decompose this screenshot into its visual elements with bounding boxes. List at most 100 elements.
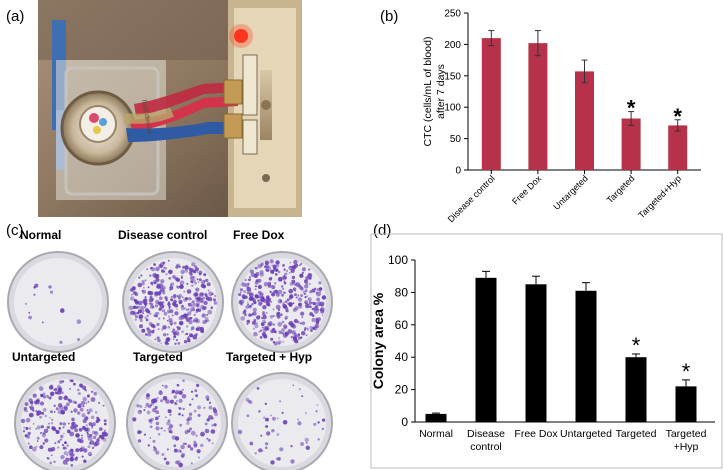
panel-b-label: (b) xyxy=(380,8,399,25)
colony-dot xyxy=(177,296,180,299)
colony-dot xyxy=(189,403,192,406)
colony-dot xyxy=(162,333,167,337)
colony-dot xyxy=(141,328,146,333)
colony-dot xyxy=(88,408,93,413)
colony-dot xyxy=(297,421,302,426)
colony-dot xyxy=(193,443,198,448)
colony-dot xyxy=(270,460,275,465)
colony-dot xyxy=(167,302,171,306)
colony-dot xyxy=(29,405,32,408)
colony-dot xyxy=(299,273,304,278)
colony-dot xyxy=(179,450,182,453)
colony-dot xyxy=(181,296,184,298)
colony-dot xyxy=(48,422,50,425)
colony-dot xyxy=(239,291,242,294)
colony-dot xyxy=(92,422,96,427)
colony-dot xyxy=(214,412,219,417)
device-photo-graphic: Ibidi device xyxy=(38,0,302,217)
colony-dot xyxy=(32,423,35,425)
colony-dot xyxy=(190,307,192,310)
colony-dot xyxy=(174,436,180,441)
colony-dot xyxy=(165,342,169,346)
dish-photos xyxy=(7,251,333,470)
colony-dot xyxy=(102,404,105,407)
colony-dot xyxy=(158,301,163,306)
colony-dot xyxy=(241,282,246,287)
colony-dot xyxy=(66,444,69,447)
colony-dot xyxy=(282,341,285,343)
colony-dot xyxy=(175,279,178,282)
colony-dot xyxy=(266,431,271,436)
colony-dot xyxy=(253,327,255,330)
colony-dot xyxy=(198,270,203,275)
colony-dot xyxy=(253,331,258,337)
colony-dot xyxy=(173,395,177,399)
colony-dot xyxy=(136,404,140,408)
petri-dish xyxy=(7,251,109,353)
chart-b-x-tick-label: Untargeted xyxy=(551,173,590,212)
colony-dot xyxy=(262,305,267,310)
colony-dot xyxy=(91,426,94,429)
colony-dot xyxy=(137,409,142,415)
colony-dot xyxy=(62,380,65,383)
chart-b-x-tick-label: Disease control xyxy=(446,173,497,224)
colony-dot xyxy=(187,336,190,338)
colony-dot xyxy=(144,406,147,409)
chart-d-y-tick-label: 60 xyxy=(395,318,409,332)
device-photo: Ibidi device xyxy=(38,0,302,217)
colony-dot xyxy=(143,298,148,303)
chart-b-x-tick-label: Free Dox xyxy=(510,173,544,207)
colony-dot xyxy=(138,300,143,306)
colony-dot xyxy=(248,276,252,279)
colony-dot xyxy=(200,304,205,310)
colony-dot xyxy=(285,309,289,313)
colony-dot xyxy=(191,430,196,436)
colony-dot xyxy=(189,316,192,320)
colony-dot xyxy=(248,304,252,309)
colony-dot xyxy=(271,329,275,333)
colony-dot xyxy=(143,306,147,309)
colony-dot xyxy=(190,303,196,309)
colony-dot xyxy=(295,282,298,285)
colony-dot xyxy=(140,274,143,277)
colony-dot xyxy=(290,268,295,273)
colony-dot xyxy=(172,338,175,341)
colony-dot xyxy=(179,407,182,410)
colony-dot xyxy=(261,326,264,329)
colony-dot xyxy=(281,275,285,280)
colony-dot xyxy=(34,283,39,288)
colony-dot xyxy=(139,319,143,322)
colony-dot xyxy=(282,303,287,309)
chart-d-y-tick-label: 80 xyxy=(395,285,409,299)
colony-dot xyxy=(175,265,179,269)
colony-dot xyxy=(175,339,178,342)
colony-dot xyxy=(78,447,84,452)
colony-dot xyxy=(145,402,150,407)
colony-dot xyxy=(57,409,62,415)
colony-dot xyxy=(257,278,262,283)
colony-dot xyxy=(304,327,307,330)
colony-dot xyxy=(177,342,181,345)
colony-dot xyxy=(306,327,309,330)
colony-dot xyxy=(76,319,82,324)
colony-dot xyxy=(163,311,168,316)
colony-dot xyxy=(260,262,264,266)
colony-dot xyxy=(316,297,320,302)
colony-dot xyxy=(194,292,199,296)
colony-dot xyxy=(24,402,29,406)
colony-dot xyxy=(132,417,137,422)
colony-dot xyxy=(152,408,157,413)
colony-dot xyxy=(249,292,252,295)
colony-dot xyxy=(153,263,156,266)
colony-dot xyxy=(170,298,174,302)
colony-dot xyxy=(289,294,294,299)
colony-dot xyxy=(301,271,305,275)
colony-dot xyxy=(81,413,86,418)
colony-dot xyxy=(282,420,288,425)
chart-b-bar xyxy=(481,38,501,171)
colony-dot xyxy=(53,404,56,407)
colony-dot xyxy=(77,438,82,443)
colony-dot xyxy=(141,279,145,284)
colony-dot xyxy=(283,324,288,329)
